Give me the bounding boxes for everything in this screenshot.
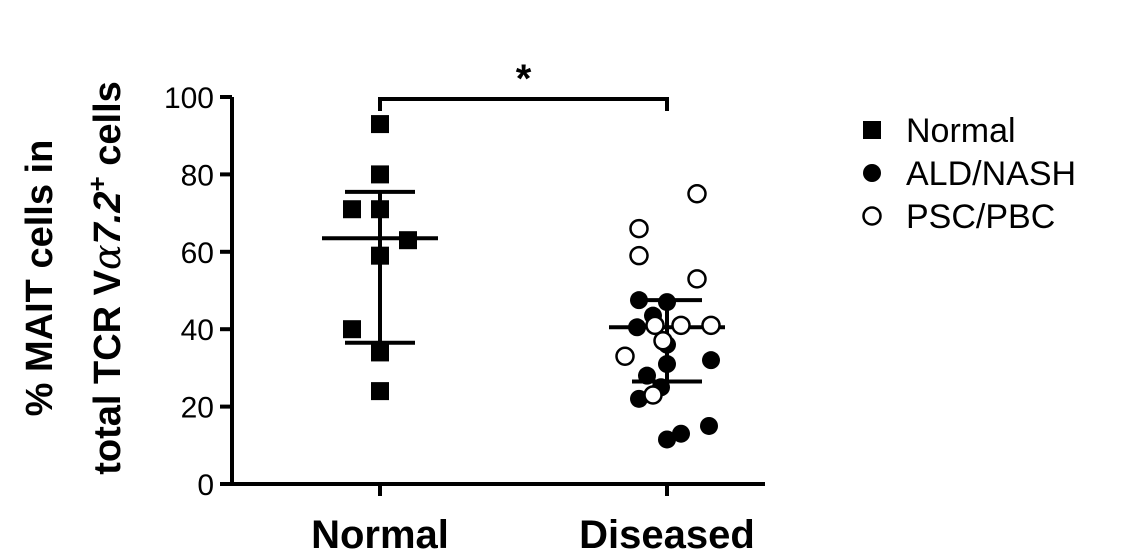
y-tick-label: 80: [181, 159, 214, 192]
legend-marker: [863, 164, 881, 182]
y-tick-label: 100: [164, 82, 214, 115]
legend-label: PSC/PBC: [906, 198, 1055, 236]
legend-marker: [862, 206, 882, 226]
data-point: [672, 424, 690, 443]
data-point: [615, 346, 635, 367]
data-point: [643, 385, 663, 405]
data-point: [630, 291, 648, 310]
y-title-part: 7.2: [87, 191, 129, 244]
significance-label: *: [516, 57, 532, 101]
x-category-label: Normal: [311, 513, 449, 557]
y-tick-label: 40: [181, 314, 214, 347]
y-title-superscript: +: [82, 176, 112, 191]
data-point: [371, 246, 389, 265]
y-title-part: cells: [87, 81, 129, 176]
data-point: [629, 245, 649, 266]
y-tick-label: 0: [197, 469, 214, 502]
data-point: [700, 416, 718, 435]
legend-marker: [863, 121, 881, 139]
data-point: [658, 293, 676, 312]
data-point: [653, 331, 673, 351]
data-point: [343, 320, 361, 339]
data-point: [343, 200, 361, 219]
data-point: [687, 184, 707, 204]
data-point: [638, 366, 656, 385]
legend-label: Normal: [906, 112, 1016, 150]
legend-label: ALD/NASH: [906, 155, 1076, 193]
data-point: [658, 430, 676, 449]
data-point: [371, 343, 389, 362]
data-point: [371, 382, 389, 401]
data-point: [658, 355, 676, 374]
y-axis-title: % MAIT cells in total TCR Vα7.2+ cells: [19, 81, 129, 475]
y-title-part: total TCR V: [87, 269, 129, 474]
data-point: [371, 200, 389, 219]
data-point: [687, 269, 707, 289]
data-point: [701, 315, 721, 336]
data-point: [399, 231, 417, 250]
data-point: [371, 115, 389, 134]
data-point: [628, 318, 646, 337]
data-point: [371, 165, 389, 184]
y-tick-label: 20: [181, 392, 214, 425]
data-point: [645, 315, 665, 336]
data-point: [702, 351, 720, 370]
x-category-label: Diseased: [579, 513, 755, 557]
significance-bracket: [378, 97, 669, 111]
y-axis-title-line2: total TCR Vα7.2+ cells: [82, 81, 129, 475]
y-title-alpha: α: [85, 244, 129, 270]
data-point: [671, 315, 691, 336]
y-axis-title-line1: % MAIT cells in: [19, 140, 61, 417]
data-point: [629, 218, 649, 239]
y-tick-label: 60: [181, 237, 214, 270]
